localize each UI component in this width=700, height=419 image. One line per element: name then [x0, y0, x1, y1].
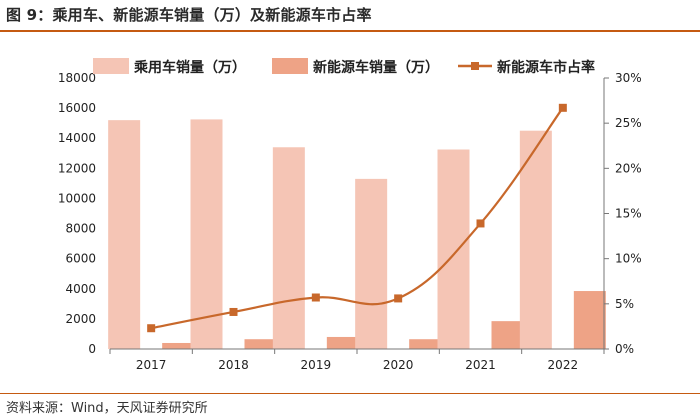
- legend-label-passenger: 乘用车销量（万）: [133, 59, 246, 76]
- y-left-tick-label: 10000: [58, 191, 96, 205]
- bar-nev-2017: [162, 342, 195, 349]
- source-note: 资料来源：Wind，天风证券研究所: [6, 401, 208, 416]
- y-left-tick-label: 0: [88, 342, 96, 356]
- legend-marker-share: [471, 62, 479, 70]
- bar-nev-2020: [409, 339, 442, 349]
- y-right-tick-label: 30%: [615, 71, 642, 85]
- y-right-tick-label: 15%: [615, 207, 642, 221]
- y-left-tick-label: 8000: [65, 222, 96, 236]
- legend-swatch-passenger: [93, 58, 129, 74]
- bar-passenger-2018: [190, 119, 223, 350]
- x-tick-label-2017: 2017: [136, 358, 167, 372]
- line-share-series: [150, 107, 564, 330]
- chart-canvas: 2017 2018 2019 2020 2021 2022 0 2000 4000 6000 800…: [58, 58, 642, 372]
- x-tick-label-2021: 2021: [465, 358, 496, 372]
- y-left-tick-label: 18000: [58, 71, 96, 85]
- y-left-tick-label: 4000: [65, 282, 96, 296]
- line-layer: [147, 103, 567, 333]
- y-left-tick-label: 2000: [65, 312, 96, 326]
- x-tick-label-2020: 2020: [383, 358, 414, 372]
- bar-passenger-2019: [272, 147, 305, 349]
- y-right-tick-label: 10%: [615, 252, 642, 266]
- y-left-tick-label: 6000: [65, 252, 96, 266]
- legend-label-share: 新能源车市占率: [497, 59, 595, 76]
- bar-nev-2018: [244, 339, 277, 349]
- bar-nev-2021: [491, 321, 524, 349]
- chart-title: 图 9：乘用车、新能源车销量（万）及新能源车市占率: [6, 6, 372, 24]
- y-left-tick-label: 14000: [58, 131, 96, 145]
- line-point-2021: [476, 219, 485, 228]
- footer-rule: [0, 393, 700, 394]
- line-point-2022: [558, 103, 567, 112]
- line-point-2019: [311, 293, 320, 302]
- bar-passenger-2020: [355, 178, 388, 349]
- x-tick-label-2019: 2019: [301, 358, 332, 372]
- y-right-tick-label: 20%: [615, 161, 642, 175]
- y-right-tick-label: 0%: [615, 342, 634, 356]
- legend-label-nev: 新能源车销量（万）: [313, 59, 439, 76]
- y-right-tick-label: 5%: [615, 297, 634, 311]
- line-point-2018: [229, 307, 238, 316]
- line-point-2017: [147, 324, 156, 333]
- bar-nev-2022: [573, 291, 606, 349]
- bar-passenger-2022: [519, 130, 552, 349]
- title-rule: [0, 30, 700, 32]
- line-point-2020: [394, 294, 403, 303]
- y-right-tick-label: 25%: [615, 116, 642, 130]
- x-tick-label-2018: 2018: [218, 358, 249, 372]
- y-left-tick-label: 12000: [58, 161, 96, 175]
- bar-layer: [108, 119, 606, 350]
- legend-swatch-nev: [272, 58, 308, 74]
- bar-nev-2019: [326, 336, 359, 349]
- legend: 乘用车销量（万） 新能源车销量（万） 新能源车市占率: [93, 58, 595, 76]
- axes-layer: 2017 2018 2019 2020 2021 2022 0 2000 4000 6000 800…: [58, 71, 642, 372]
- bar-passenger-2017: [108, 120, 141, 350]
- y-left-tick-label: 16000: [58, 101, 96, 115]
- x-tick-label-2022: 2022: [548, 358, 579, 372]
- bar-passenger-2021: [437, 149, 470, 349]
